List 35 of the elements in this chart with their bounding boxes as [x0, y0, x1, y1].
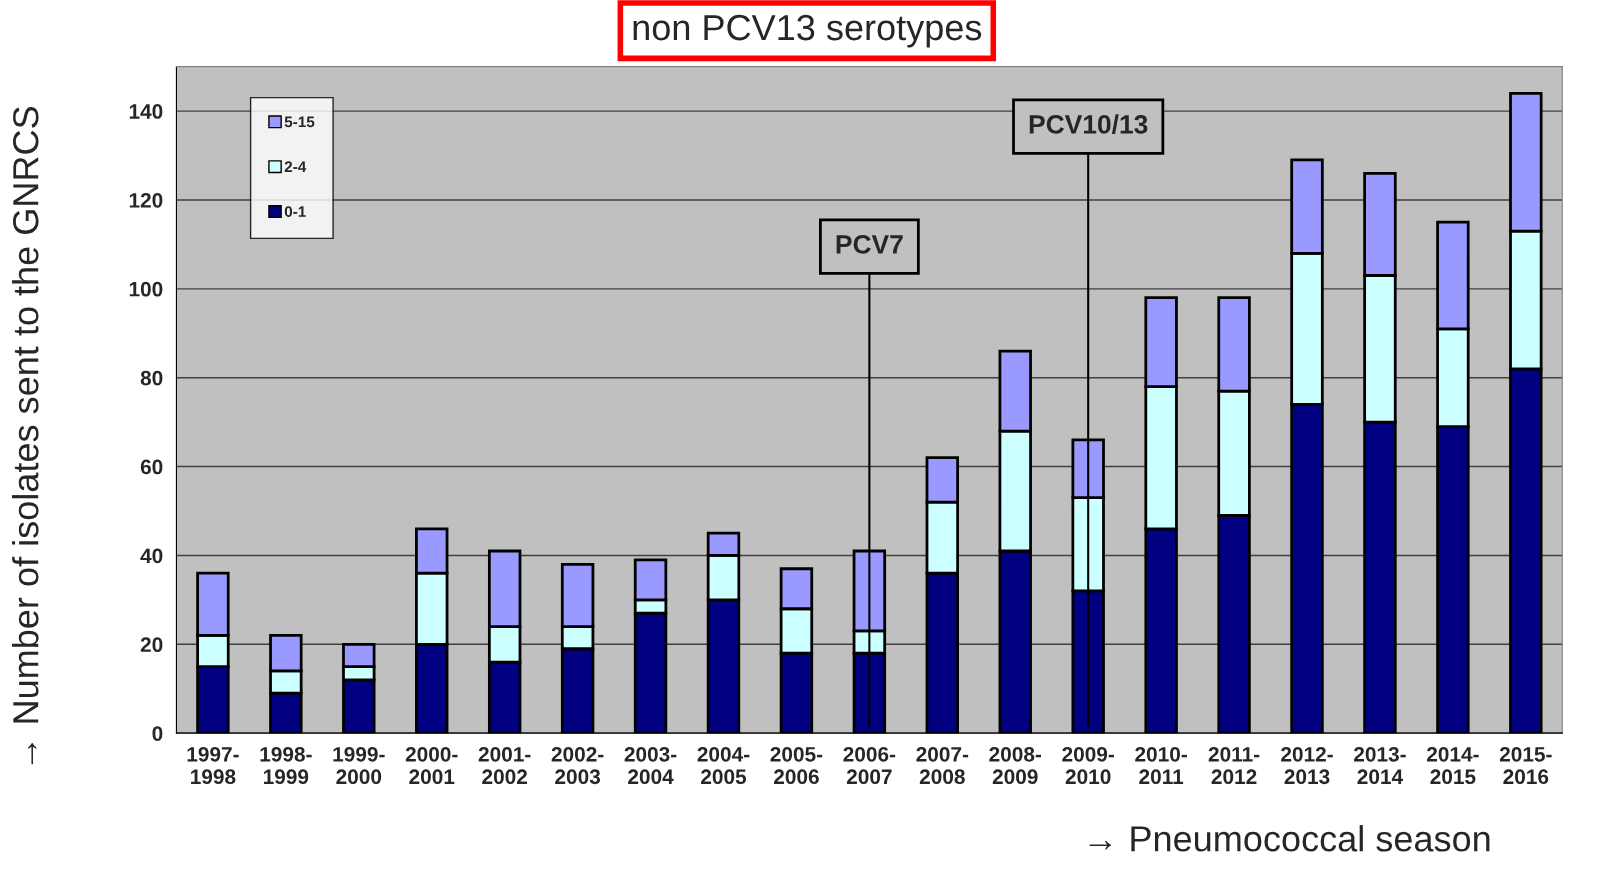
legend-label: 0-1 [284, 206, 306, 218]
x-tick-label: 2006- 2007 [843, 746, 896, 785]
x-tick-label: 1997- 1998 [187, 746, 239, 785]
x-tick-label: 2010- 2011 [1135, 746, 1187, 785]
y-tick-label: 120 [129, 192, 163, 208]
y-tick-label: 0 [152, 726, 163, 741]
y-tick-label: 100 [129, 281, 163, 297]
y-tick-label: 60 [140, 459, 163, 475]
x-tick-label: 2014- 2015 [1426, 746, 1479, 785]
x-tick-label: 2011- 2012 [1208, 746, 1260, 785]
x-tick-label: 2013- 2014 [1354, 746, 1406, 785]
x-tick-label: 1998- 1999 [260, 746, 312, 785]
x-tick-label: 2009- 2010 [1062, 746, 1114, 785]
y-axis-title: → Number of isolates sent to the GNRCS [12, 106, 39, 765]
x-tick-label: 2005- 2006 [770, 746, 823, 785]
y-tick-label: 140 [129, 104, 163, 119]
ref-line-label: PCV10/13 [1029, 114, 1148, 134]
chart-title: non PCV13 serotypes [633, 14, 982, 48]
x-tick-label: 1999- 2000 [333, 746, 385, 785]
x-tick-label: 2015- 2016 [1499, 746, 1552, 785]
x-tick-label: 2004- 2005 [697, 746, 750, 785]
legend-label: 2-4 [284, 161, 307, 172]
x-tick-label: 2007- 2008 [916, 746, 969, 785]
y-tick-label: 80 [140, 370, 163, 386]
x-axis-title: → Pneumococcal season [1089, 825, 1490, 852]
x-tick-label: 2012- 2013 [1281, 746, 1333, 785]
x-tick-label: 2000- 2001 [405, 746, 458, 785]
y-tick-label: 20 [140, 637, 163, 653]
y-tick-label: 40 [140, 548, 163, 564]
legend-label: 5-15 [284, 116, 315, 128]
x-tick-label: 2003- 2004 [624, 746, 677, 785]
ref-line-label: PCV7 [836, 235, 903, 254]
x-tick-label: 2002- 2003 [551, 746, 604, 785]
x-tick-label: 2008- 2009 [989, 746, 1042, 785]
x-tick-label: 2001- 2002 [478, 746, 531, 785]
